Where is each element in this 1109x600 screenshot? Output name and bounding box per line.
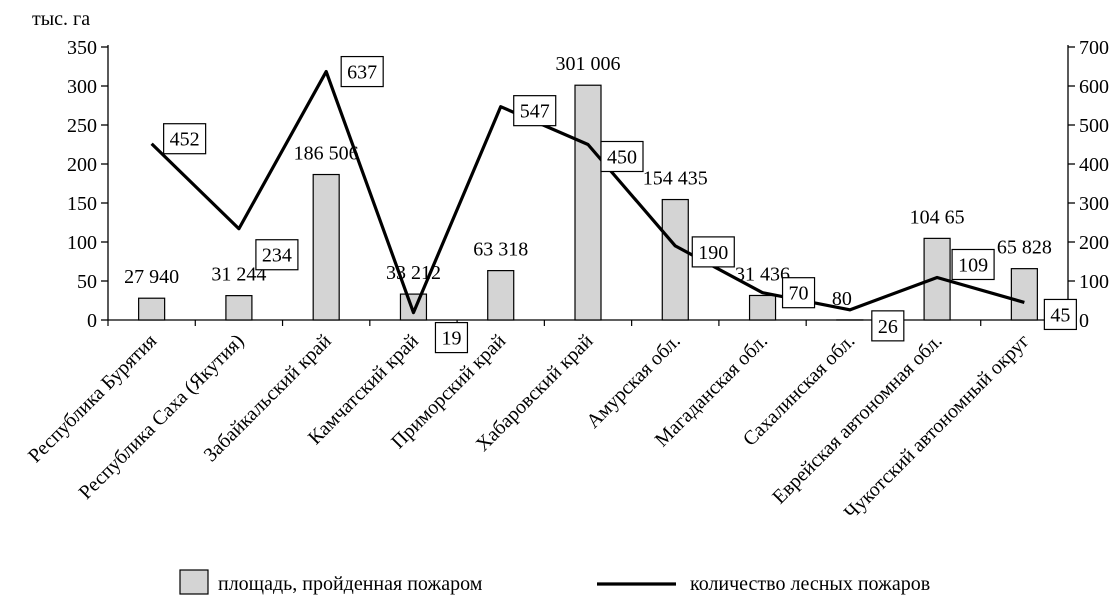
left-tick-label: 150 <box>67 193 97 215</box>
line-value-label: 45 <box>1050 304 1070 326</box>
category-label: Чукотский автономный округ <box>840 330 1034 524</box>
line-value-box: 190 <box>691 236 735 268</box>
line-value-label: 234 <box>262 245 292 267</box>
line-value-box: 45 <box>1043 298 1077 331</box>
line-value-box-frame <box>951 248 995 281</box>
line-value-box-frame <box>434 321 469 354</box>
left-tick-label: 100 <box>67 232 97 254</box>
bar-value-label: 63 318 <box>473 239 528 261</box>
category-label: Еврейская автономная обл. <box>768 330 946 508</box>
left-tick-label: 0 <box>87 310 97 332</box>
bar <box>487 270 515 321</box>
line-series <box>150 69 1025 315</box>
line-value-label: 26 <box>878 316 898 338</box>
bar-value-label: 80 <box>832 288 852 310</box>
line-value-box-frame <box>781 277 816 309</box>
bar <box>574 84 602 321</box>
line-value-box: 637 <box>340 55 384 88</box>
legend: площадь, пройденная пожаром количество л… <box>179 569 930 595</box>
right-tick-label: 0 <box>1079 310 1089 332</box>
bar <box>1010 268 1038 321</box>
bar <box>748 294 777 321</box>
bar-value-label: 104 65 <box>910 206 965 228</box>
line-value-label: 19 <box>441 328 461 350</box>
left-tick-label: 250 <box>67 115 97 137</box>
bar-value-label: 27 940 <box>124 266 179 288</box>
line-value-box-frame <box>163 123 207 155</box>
line-value-box: 450 <box>600 140 644 173</box>
line-value-label: 109 <box>958 254 988 276</box>
line-value-box: 26 <box>871 310 905 342</box>
left-tick-label: 350 <box>67 37 97 59</box>
line-value-box: 547 <box>513 95 557 127</box>
bar-value-label: 301 006 <box>556 53 621 75</box>
bar-series <box>138 84 1038 321</box>
y-unit-label: тыс. га <box>32 8 90 30</box>
legend-line-label: количество лесных пожаров <box>690 573 930 595</box>
bar <box>138 297 166 321</box>
axes: 0 50 100 150 200 250 300 350 0 100 200 300 400 500 600… <box>67 37 1109 332</box>
bar-value-label: 31 436 <box>735 263 790 285</box>
right-tick-label: 500 <box>1079 115 1109 137</box>
bar <box>312 173 340 321</box>
line-value-label: 452 <box>170 129 200 151</box>
category-label: Республика Саха (Якутия) <box>75 330 249 504</box>
right-tick-label: 200 <box>1079 232 1109 254</box>
line-value-box-frame <box>600 140 644 173</box>
line-value-box-frame <box>691 236 735 268</box>
line-value-label: 190 <box>698 242 728 264</box>
line-value-box-frame <box>871 310 905 342</box>
left-tick-label: 300 <box>67 76 97 98</box>
bar <box>399 293 428 321</box>
line-value-label: 547 <box>520 101 550 123</box>
line-value-box: 452 <box>163 123 207 155</box>
legend-bar-swatch <box>179 569 209 595</box>
bar-value-label: 186 506 <box>294 143 359 165</box>
right-tick-label: 300 <box>1079 193 1109 215</box>
bar-value-label: 31 244 <box>211 264 266 286</box>
line-value-label: 70 <box>789 283 809 305</box>
line-value-box: 70 <box>781 277 816 309</box>
legend-bar-label: площадь, пройденная пожаром <box>218 573 483 595</box>
left-tick-label: 50 <box>77 271 97 293</box>
line-value-box-frame <box>340 55 384 88</box>
line-value-box-frame <box>255 239 299 271</box>
line-value-labels: 452 234 637 19 547 450 190 70 26 109 45 <box>163 55 1077 354</box>
left-tick-label: 200 <box>67 154 97 176</box>
right-tick-label: 600 <box>1079 76 1109 98</box>
line-value-label: 637 <box>347 62 377 84</box>
right-tick-label: 400 <box>1079 154 1109 176</box>
line-value-box: 109 <box>951 248 995 281</box>
bar <box>661 198 689 321</box>
line-value-box: 234 <box>255 239 299 271</box>
line-value-box: 19 <box>434 321 469 354</box>
bar-value-label: 65 828 <box>997 237 1052 259</box>
bar <box>225 295 253 321</box>
bar-value-label: 154 435 <box>643 168 708 190</box>
line-value-box-frame <box>1043 298 1077 331</box>
line-value-label: 450 <box>607 147 637 169</box>
right-tick-label: 100 <box>1079 271 1109 293</box>
line-value-box-frame <box>513 95 557 127</box>
right-tick-label: 700 <box>1079 37 1109 59</box>
